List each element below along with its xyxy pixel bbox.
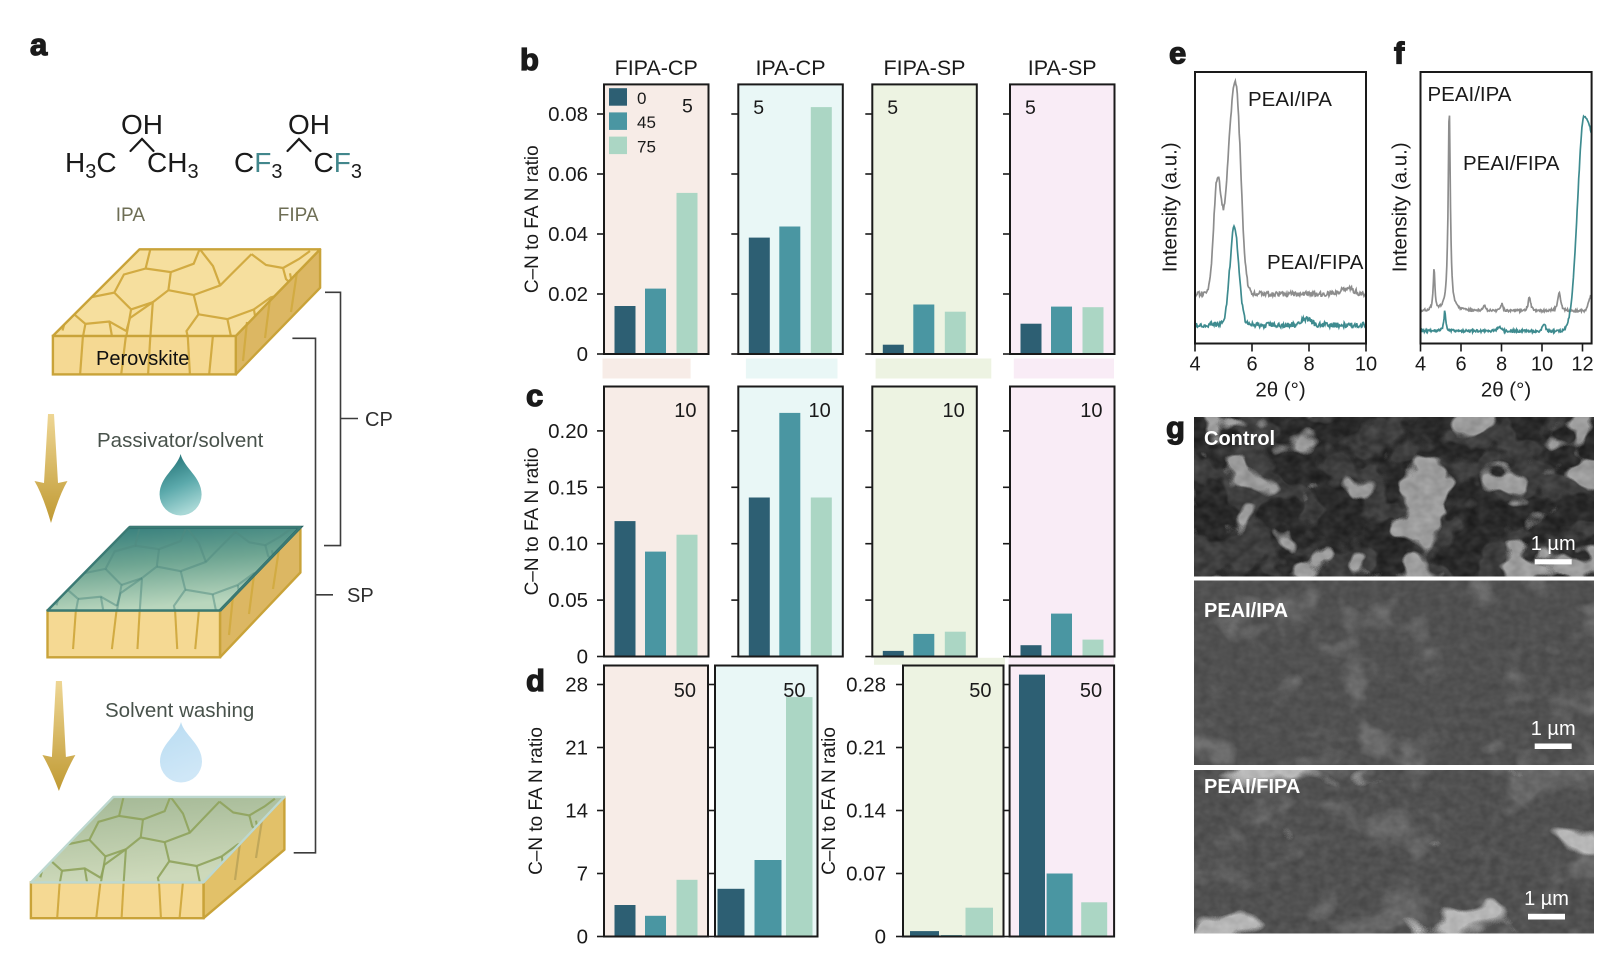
svg-text:1 µm: 1 µm — [1524, 888, 1569, 910]
svg-text:2θ (°): 2θ (°) — [1481, 379, 1531, 402]
svg-text:Intensity (a.u.): Intensity (a.u.) — [1389, 142, 1412, 272]
svg-text:FIPA: FIPA — [278, 205, 319, 226]
svg-text:0.15: 0.15 — [548, 476, 588, 499]
svg-text:45: 45 — [637, 113, 656, 132]
svg-text:IPA-SP: IPA-SP — [1028, 56, 1097, 80]
svg-text:0.20: 0.20 — [548, 420, 588, 443]
svg-text:0: 0 — [577, 343, 588, 366]
svg-text:75: 75 — [637, 137, 656, 156]
svg-text:28: 28 — [565, 674, 588, 697]
svg-text:0.14: 0.14 — [846, 800, 886, 823]
svg-text:5: 5 — [1025, 97, 1036, 119]
svg-text:PEAI/FIPA: PEAI/FIPA — [1463, 152, 1560, 175]
svg-text:Intensity (a.u.): Intensity (a.u.) — [1158, 142, 1181, 272]
svg-text:e: e — [1169, 36, 1186, 71]
svg-text:PEAI/IPA: PEAI/IPA — [1204, 600, 1288, 622]
svg-text:10: 10 — [674, 400, 696, 422]
svg-text:5: 5 — [753, 97, 764, 119]
svg-text:0.04: 0.04 — [548, 223, 588, 246]
svg-text:10: 10 — [1080, 400, 1102, 422]
svg-text:8: 8 — [1496, 354, 1507, 376]
svg-text:0.10: 0.10 — [548, 533, 588, 556]
svg-text:0.08: 0.08 — [548, 103, 588, 126]
svg-text:PEAI/IPA: PEAI/IPA — [1428, 83, 1512, 106]
svg-text:10: 10 — [1355, 354, 1377, 376]
svg-text:0.05: 0.05 — [548, 589, 588, 612]
svg-text:C–N to FA N ratio: C–N to FA N ratio — [819, 727, 840, 875]
svg-text:21: 21 — [565, 737, 588, 760]
svg-text:0.21: 0.21 — [846, 737, 886, 760]
svg-text:10: 10 — [809, 400, 831, 422]
svg-text:6: 6 — [1246, 354, 1257, 376]
svg-text:0.07: 0.07 — [846, 863, 886, 886]
svg-text:f: f — [1394, 36, 1405, 71]
svg-text:C–N to FA N ratio: C–N to FA N ratio — [526, 727, 547, 875]
svg-text:Perovskite: Perovskite — [96, 348, 189, 370]
svg-text:5: 5 — [682, 96, 693, 118]
svg-text:PEAI/IPA: PEAI/IPA — [1248, 88, 1332, 111]
svg-text:5: 5 — [887, 97, 898, 119]
svg-text:0: 0 — [577, 926, 588, 949]
svg-text:CF3: CF3 — [314, 147, 362, 183]
svg-text:a: a — [30, 27, 48, 62]
svg-text:0: 0 — [577, 646, 588, 669]
svg-text:C–N to FA N ratio: C–N to FA N ratio — [522, 448, 543, 596]
svg-text:IPA: IPA — [116, 205, 146, 226]
svg-text:50: 50 — [674, 680, 696, 702]
svg-text:50: 50 — [783, 680, 805, 702]
svg-text:Solvent washing: Solvent washing — [105, 699, 254, 722]
svg-text:10: 10 — [1531, 354, 1553, 376]
svg-text:Passivator/solvent: Passivator/solvent — [97, 429, 264, 452]
svg-text:6: 6 — [1455, 354, 1466, 376]
svg-text:8: 8 — [1303, 354, 1314, 376]
svg-text:50: 50 — [969, 680, 991, 702]
svg-text:0: 0 — [875, 926, 886, 949]
svg-text:SP: SP — [347, 585, 374, 607]
svg-text:14: 14 — [565, 800, 588, 823]
svg-text:OH: OH — [121, 109, 163, 140]
svg-text:10: 10 — [943, 400, 965, 422]
svg-text:b: b — [520, 42, 539, 77]
svg-text:4: 4 — [1415, 354, 1426, 376]
svg-text:7: 7 — [577, 863, 588, 886]
svg-text:OH: OH — [288, 109, 330, 140]
svg-text:0.28: 0.28 — [846, 674, 886, 697]
svg-text:FIPA-CP: FIPA-CP — [615, 56, 698, 80]
svg-text:1 µm: 1 µm — [1531, 718, 1576, 740]
svg-text:PEAI/FIPA: PEAI/FIPA — [1204, 776, 1300, 798]
svg-text:2θ (°): 2θ (°) — [1255, 379, 1305, 402]
svg-text:Control: Control — [1204, 428, 1275, 450]
svg-text:0.06: 0.06 — [548, 163, 588, 186]
svg-text:1 µm: 1 µm — [1531, 533, 1576, 555]
svg-text:d: d — [526, 663, 545, 698]
svg-text:g: g — [1166, 410, 1185, 445]
svg-text:CP: CP — [365, 409, 393, 431]
svg-text:0: 0 — [637, 89, 646, 108]
svg-text:4: 4 — [1189, 354, 1200, 376]
svg-text:IPA-CP: IPA-CP — [755, 56, 825, 80]
svg-text:0.02: 0.02 — [548, 283, 588, 306]
svg-text:c: c — [526, 378, 543, 413]
svg-text:C–N to FA N ratio: C–N to FA N ratio — [522, 145, 543, 293]
svg-text:50: 50 — [1080, 680, 1102, 702]
svg-text:FIPA-SP: FIPA-SP — [883, 56, 965, 80]
svg-text:PEAI/FIPA: PEAI/FIPA — [1267, 251, 1364, 274]
svg-text:12: 12 — [1571, 354, 1593, 376]
